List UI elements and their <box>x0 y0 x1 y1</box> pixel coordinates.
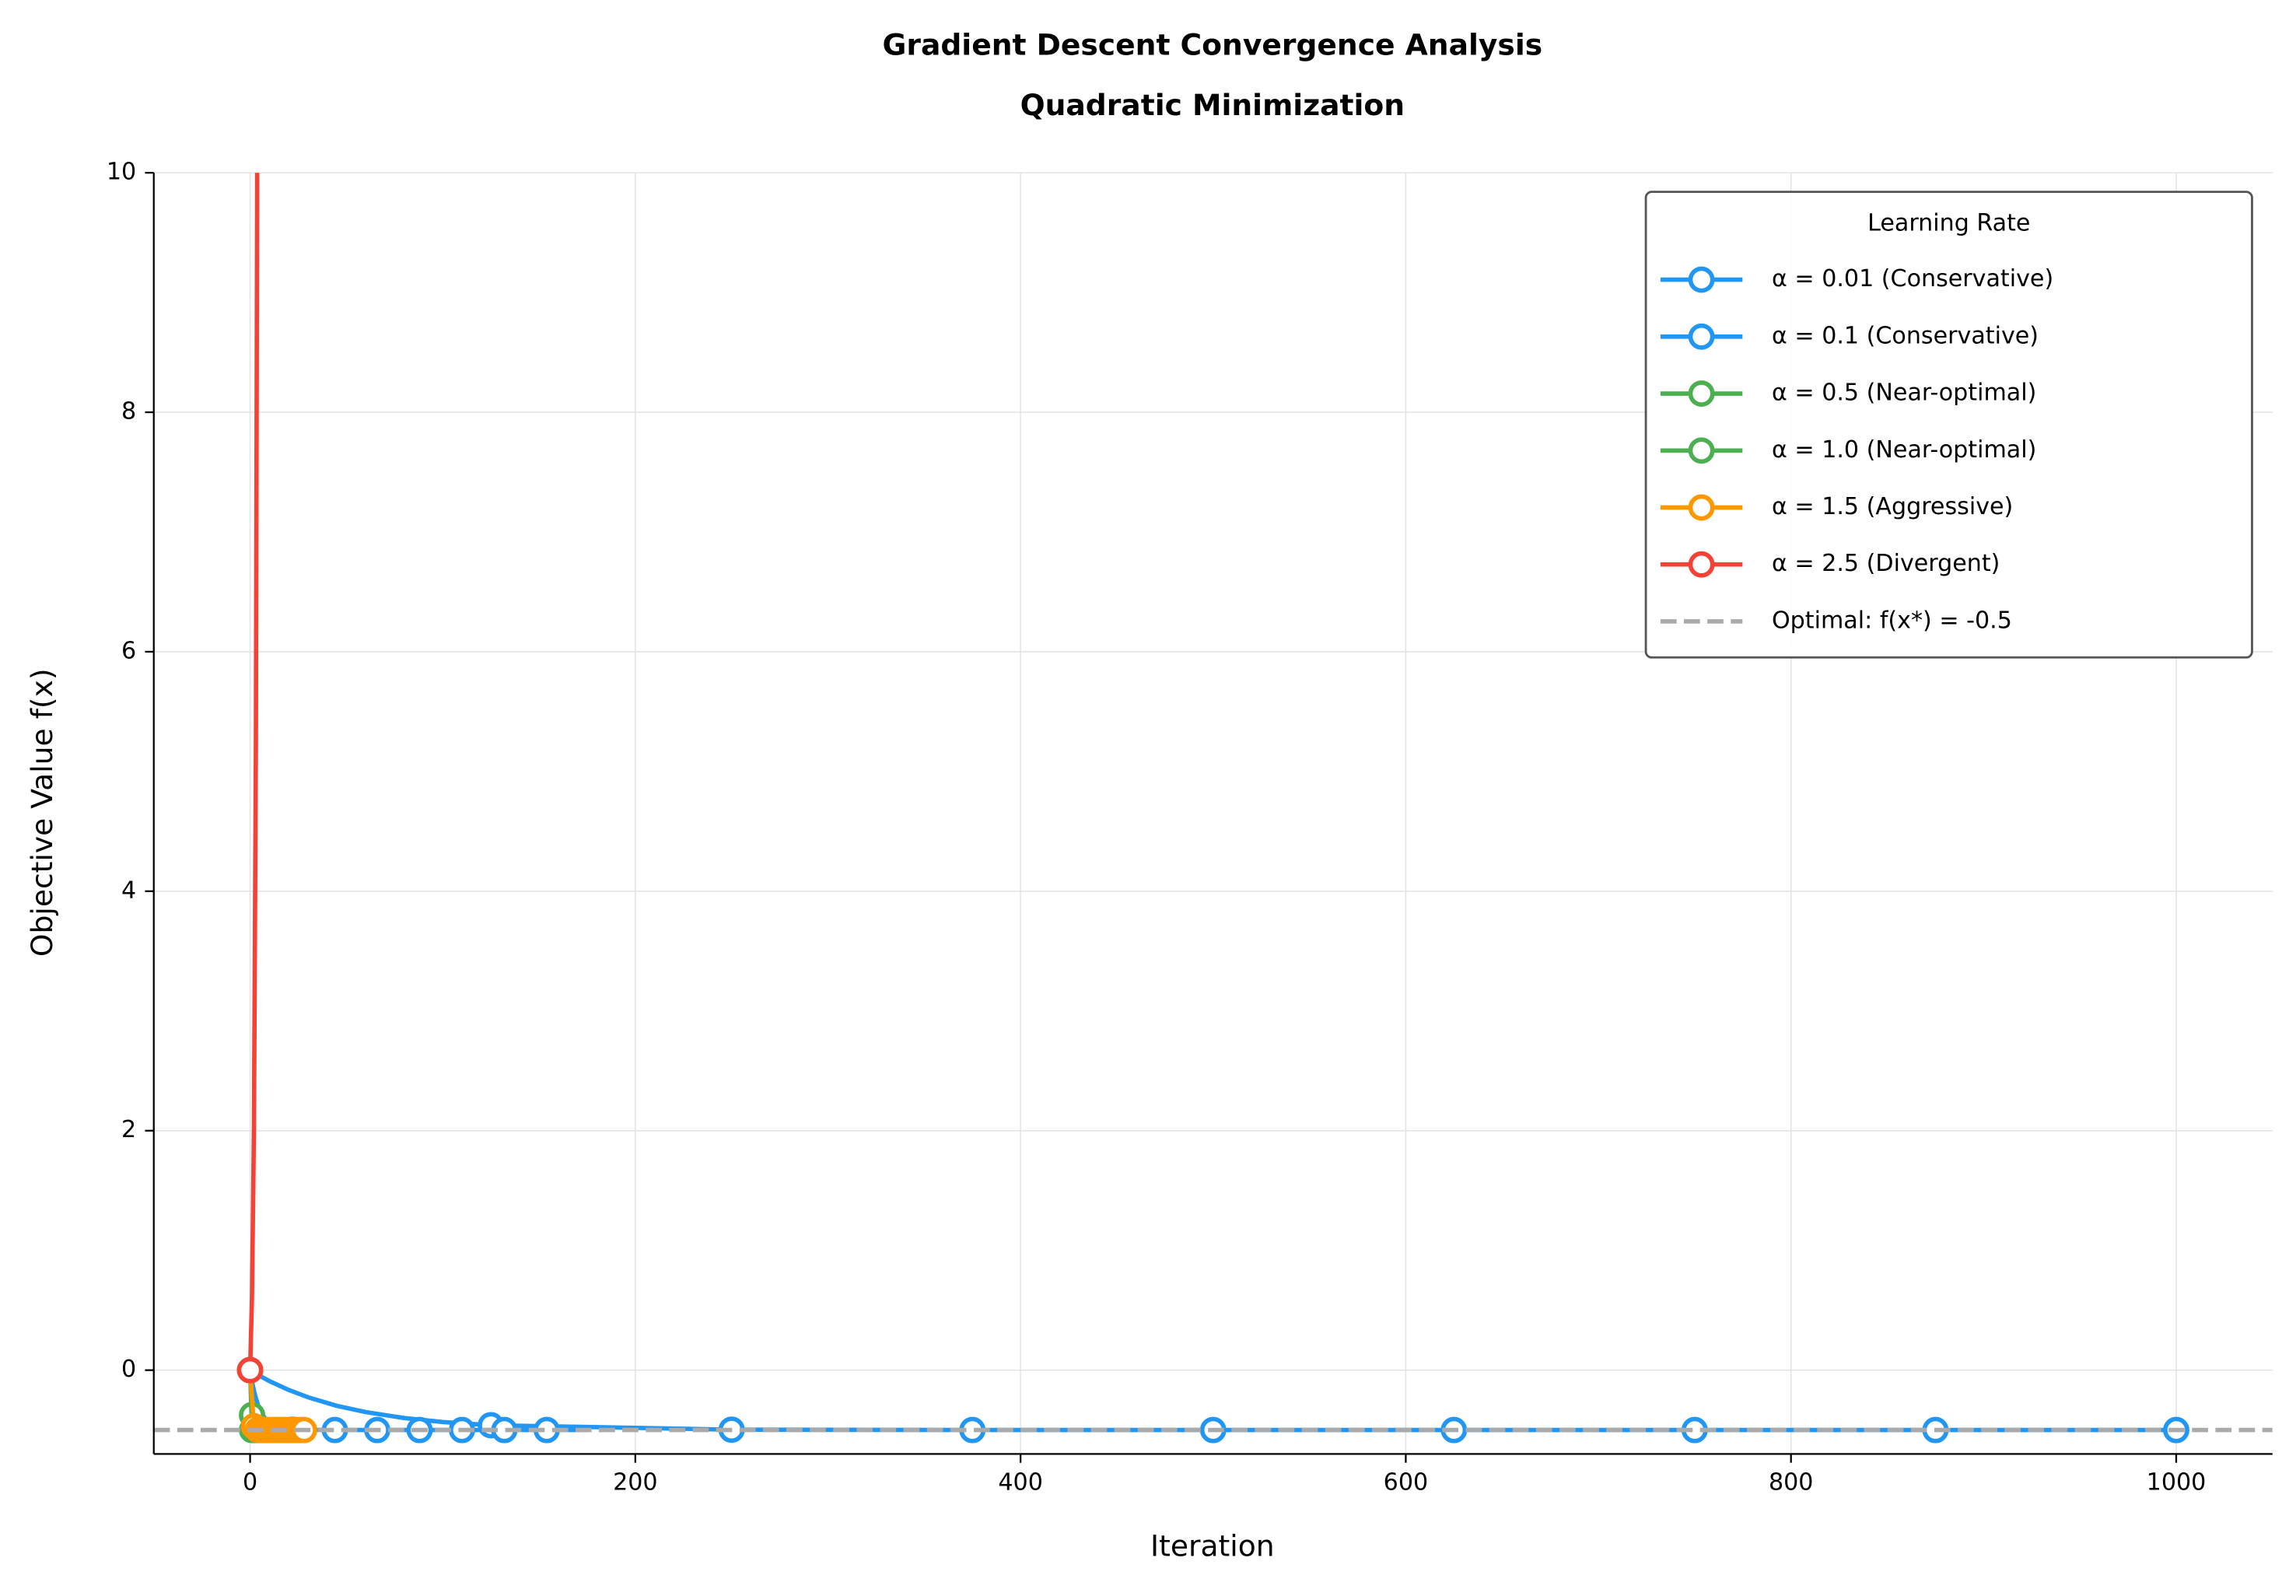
legend-label: α = 0.1 (Conservative) <box>1772 322 2039 349</box>
legend-label: α = 0.5 (Near-optimal) <box>1772 380 2036 407</box>
series-line <box>249 1368 2176 1433</box>
y-axis-label: Objective Value f(x) <box>25 668 59 957</box>
axes: 0 200 400 600 800 1000 0 2 4 6 8 10 <box>107 159 2273 1496</box>
y-tick-label: 8 <box>121 398 136 425</box>
legend-label: α = 2.5 (Divergent) <box>1772 550 2000 577</box>
legend-label: α = 0.01 (Conservative) <box>1772 265 2053 292</box>
x-tick-label: 800 <box>1769 1469 1813 1496</box>
y-tick-label: 10 <box>107 159 136 186</box>
legend-marker <box>1688 494 1715 521</box>
chart-title: Gradient Descent Convergence Analysis <box>883 28 1543 62</box>
y-tick-label: 6 <box>121 637 136 664</box>
x-tick-label: 600 <box>1384 1469 1428 1496</box>
data-point <box>236 1356 264 1384</box>
legend-title: Learning Rate <box>1867 210 2030 237</box>
x-axis-label: Iteration <box>1150 1528 1275 1563</box>
legend-label: α = 1.5 (Aggressive) <box>1772 493 2013 520</box>
series-line <box>247 173 260 1370</box>
chart-subtitle: Quadratic Minimization <box>1020 88 1405 122</box>
x-tick-label: 400 <box>998 1469 1042 1496</box>
legend: Learning Rate α = 0.01 (Conservative) α =… <box>1644 191 2253 659</box>
legend-box <box>1644 191 2253 659</box>
y-tick-label: 2 <box>121 1116 136 1143</box>
x-tick-label: 1000 <box>2147 1469 2207 1496</box>
plot-area <box>153 173 2273 1444</box>
x-tick-label: 200 <box>613 1469 657 1496</box>
y-tick-label: 4 <box>121 877 136 904</box>
legend-label: α = 1.0 (Near-optimal) <box>1772 436 2036 464</box>
x-tick-label: 0 <box>243 1469 257 1496</box>
legend-marker <box>1688 380 1715 407</box>
legend-marker <box>1688 551 1715 578</box>
legend-marker <box>1688 323 1715 350</box>
legend-marker <box>1688 437 1715 464</box>
y-tick-label: 0 <box>121 1356 136 1383</box>
legend-label: Optimal: f(x*) = -0.5 <box>1772 607 2012 634</box>
legend-marker <box>1688 266 1715 293</box>
